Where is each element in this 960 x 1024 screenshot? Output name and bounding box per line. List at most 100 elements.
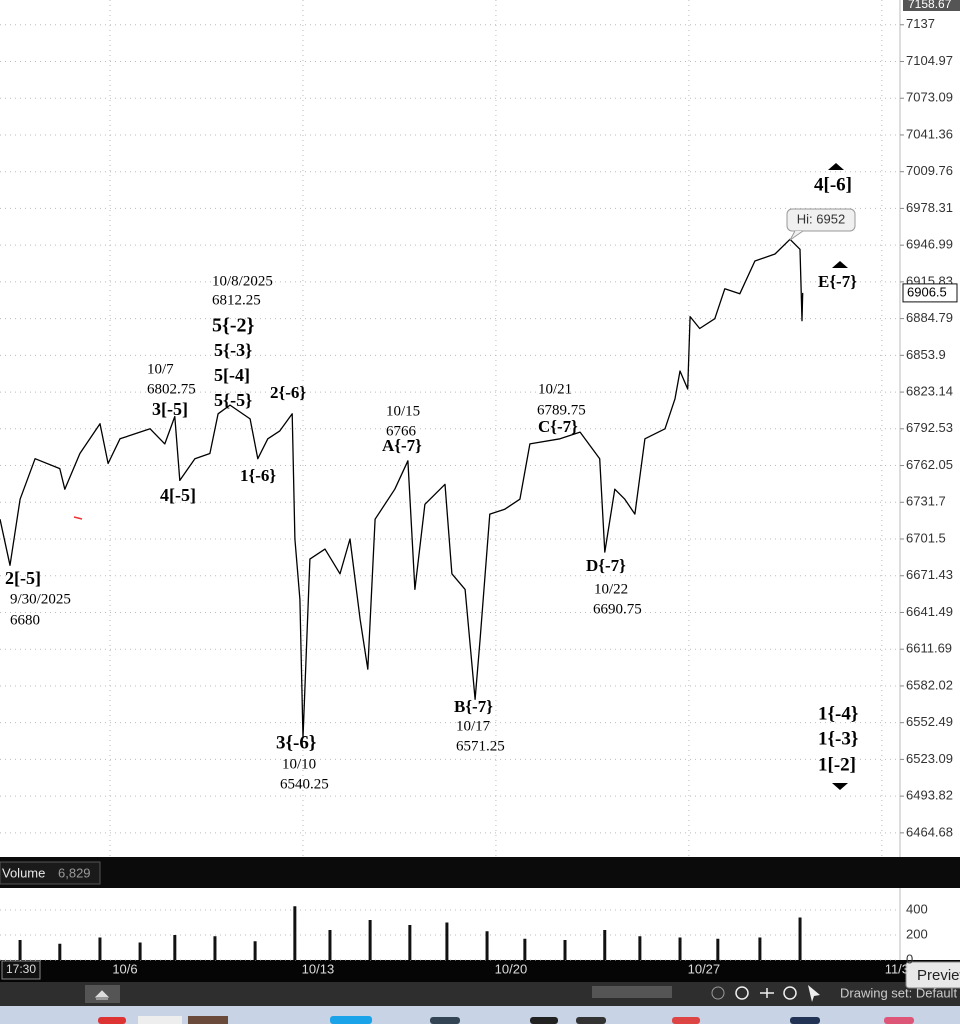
wave-annotation: D{-7} xyxy=(586,556,626,575)
taskbar-icon[interactable] xyxy=(790,1017,820,1024)
y-tick-label: 7137 xyxy=(906,16,935,31)
collapse-icon xyxy=(94,990,110,1000)
zoom-in-icon[interactable] xyxy=(735,986,749,1000)
volume-bar xyxy=(98,937,102,960)
wave-annotation: 5{-3} xyxy=(214,340,252,360)
wave-annotation: 4[-5] xyxy=(160,485,196,505)
volume-tag xyxy=(0,861,101,885)
volume-bar xyxy=(58,943,62,960)
cursor-icon[interactable] xyxy=(808,985,820,1002)
wave-annotation: 6812.25 xyxy=(212,292,261,308)
volume-header xyxy=(0,857,960,888)
y-tick-label: 6823.14 xyxy=(906,384,953,399)
taskbar-icon[interactable] xyxy=(98,1017,126,1024)
top-price-label: 7158.67 xyxy=(908,0,952,11)
scrollbar-thumb[interactable] xyxy=(592,986,672,998)
wave-annotation: 10/15 xyxy=(386,403,420,419)
volume-bar xyxy=(523,938,527,960)
taskbar-icon[interactable] xyxy=(330,1016,372,1024)
wave-annotation: 1{-4} xyxy=(818,703,858,724)
wave-annotation: 6540.25 xyxy=(280,776,329,792)
wave-annotation: 10/22 xyxy=(594,581,628,597)
wave-annotation: C{-7} xyxy=(538,417,578,436)
taskbar-icon[interactable] xyxy=(188,1016,228,1024)
y-tick-label: 7041.36 xyxy=(906,126,953,141)
y-tick-label: 6464.68 xyxy=(906,824,953,839)
wave-annotation: 10/17 xyxy=(456,718,491,734)
volume-bar xyxy=(603,930,607,960)
wave-annotation: 4[-6] xyxy=(814,174,852,195)
y-tick-label: 6611.69 xyxy=(906,641,952,656)
volume-bar xyxy=(173,935,177,960)
y-tick-label: 6582.02 xyxy=(906,677,953,692)
wave-annotation: 10/10 xyxy=(282,756,316,772)
zoom-out-icon[interactable] xyxy=(711,986,725,1000)
wave-annotation: 6690.75 xyxy=(593,601,642,617)
volume-bar xyxy=(716,938,720,960)
volume-title: Volume xyxy=(2,865,45,880)
top-price-box xyxy=(903,0,960,11)
taskbar-icon[interactable] xyxy=(672,1017,700,1024)
volume-bar xyxy=(485,931,489,960)
volume-bar xyxy=(798,917,802,960)
y-tick-label: 6978.31 xyxy=(906,200,953,215)
taskbar-icon[interactable] xyxy=(430,1017,460,1024)
volume-bar xyxy=(563,940,567,960)
y-tick-label: 6731.7 xyxy=(906,494,946,509)
wave-annotation: 3{-6} xyxy=(276,732,316,753)
volume-bar xyxy=(328,930,332,960)
high-label: Hi: 6952 xyxy=(797,211,845,226)
wave-annotation: 6766 xyxy=(386,423,417,439)
y-tick-label: 6641.49 xyxy=(906,604,953,619)
high-pointer xyxy=(789,230,804,241)
volume-bar xyxy=(18,940,22,960)
taskbar-icon[interactable] xyxy=(576,1017,606,1024)
y-tick-label: 6946.99 xyxy=(906,237,953,252)
x-tick-label: 11/3 xyxy=(885,961,909,976)
toolbar xyxy=(0,982,960,1006)
volume-bar xyxy=(253,941,257,960)
preview-label: Preview xyxy=(917,967,960,984)
taskbar-icon[interactable] xyxy=(530,1017,558,1024)
wave-annotation: 6571.25 xyxy=(456,738,505,754)
up-arrow xyxy=(832,261,848,268)
y-tick-label: 6762.05 xyxy=(906,457,953,472)
time-box xyxy=(1,960,41,980)
wave-annotation: 10/21 xyxy=(538,381,572,397)
x-tick-label: 10/27 xyxy=(688,961,721,976)
volume-bar xyxy=(408,925,412,960)
crosshair-icon[interactable] xyxy=(783,986,797,1000)
down-arrow xyxy=(832,783,848,790)
volume-bar xyxy=(445,922,449,960)
time-label: 17:30 xyxy=(6,962,36,976)
wave-annotation: 9/30/2025 xyxy=(10,591,71,607)
wave-annotation: A{-7} xyxy=(382,436,422,455)
volume-bar xyxy=(678,937,682,960)
pan-icon[interactable] xyxy=(760,988,774,998)
taskbar-icon[interactable] xyxy=(884,1017,914,1024)
price-line xyxy=(0,238,804,739)
preview-tab[interactable] xyxy=(905,961,960,989)
wave-annotation: 5{-2} xyxy=(212,315,255,337)
y-tick-label: 400 xyxy=(906,901,928,916)
wave-annotation: 6789.75 xyxy=(537,402,586,418)
y-tick-label: 7073.09 xyxy=(906,90,953,105)
volume-value: 6,829 xyxy=(58,865,91,880)
drawing-set[interactable]: Drawing set: Default xyxy=(840,985,957,1000)
x-tick-label: 10/13 xyxy=(302,961,335,976)
y-tick-label: 200 xyxy=(906,926,928,941)
volume-bar xyxy=(368,920,372,960)
y-tick-label: 6792.53 xyxy=(906,420,953,435)
wave-annotation: B{-7} xyxy=(454,697,493,716)
y-tick-label: 6701.5 xyxy=(906,530,946,545)
wave-annotation: 1[-2] xyxy=(818,754,856,775)
wave-annotation: 5[-4] xyxy=(214,365,250,385)
wave-annotation: E{-7} xyxy=(818,272,857,291)
y-tick-label: 7104.97 xyxy=(906,53,953,68)
y-tick-label: 6671.43 xyxy=(906,567,953,582)
taskbar-icon[interactable] xyxy=(138,1016,182,1024)
volume-bar xyxy=(293,906,297,960)
